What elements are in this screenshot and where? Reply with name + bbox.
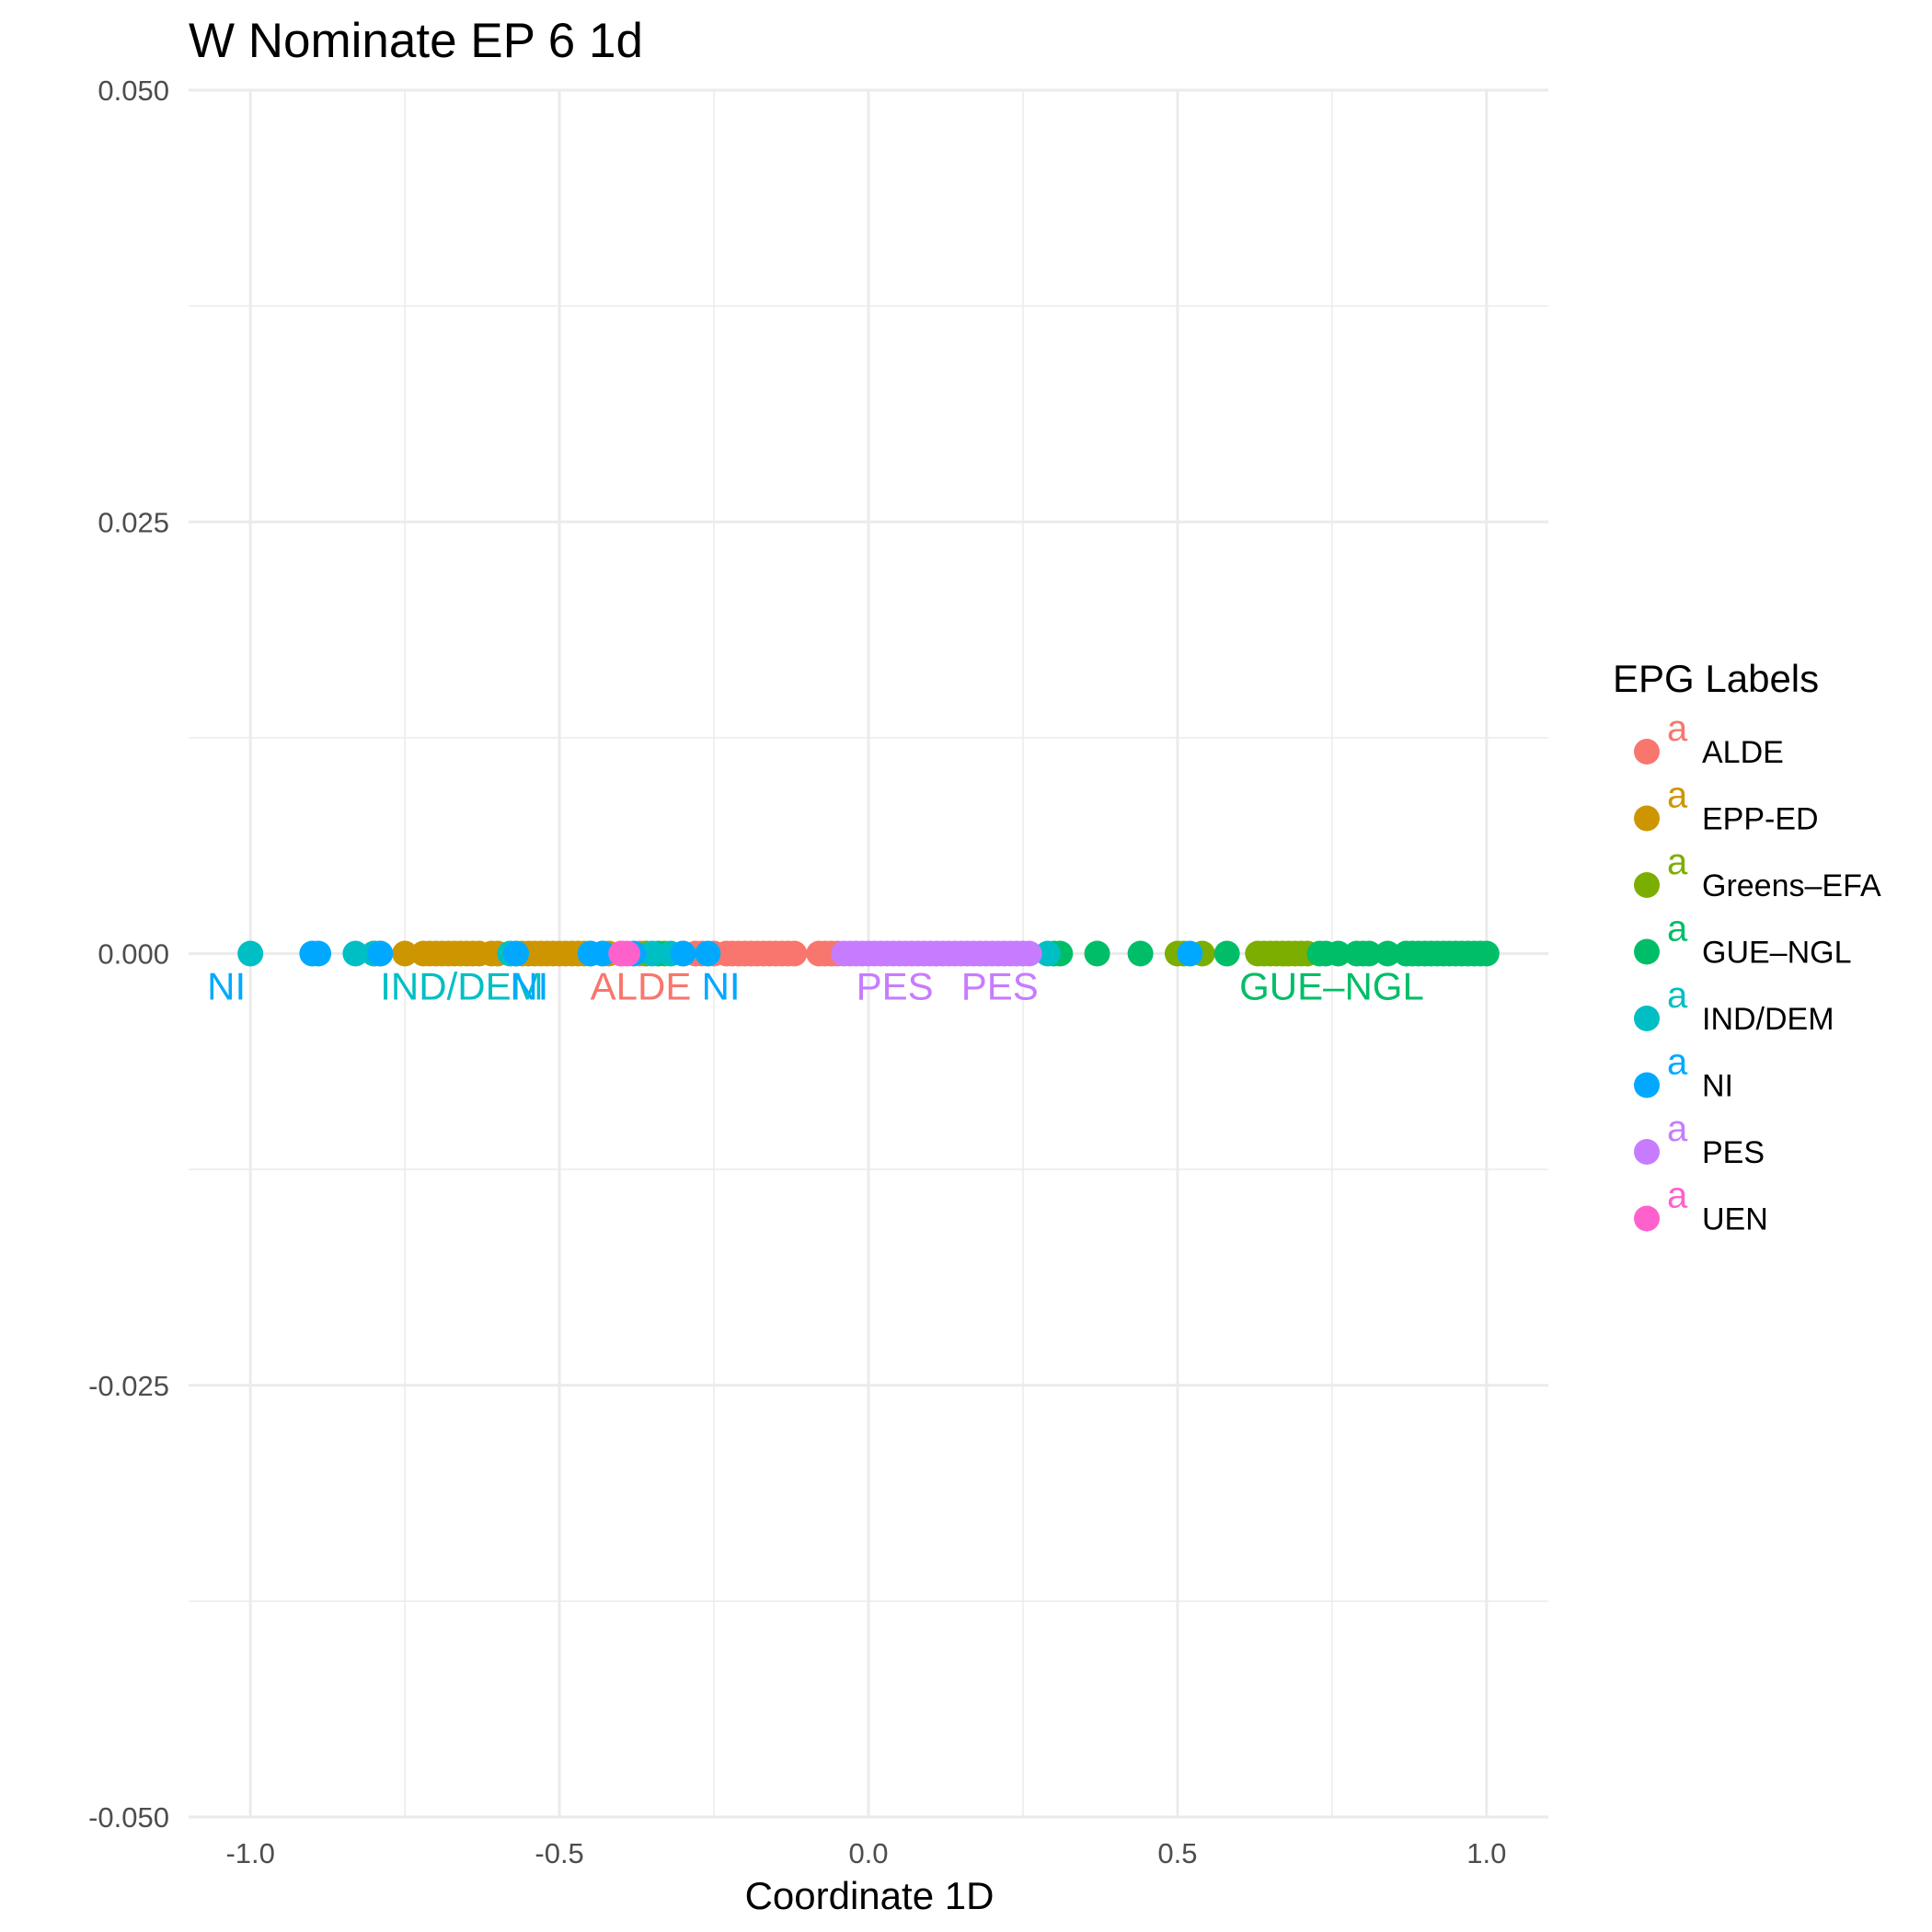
x-axis-ticks: -1.0 -0.5 0.0 0.5 1.0 [225,1837,1506,1869]
data-point [670,940,696,967]
data-point [1325,940,1351,967]
data-point [1473,940,1500,967]
data-point [1177,940,1203,967]
legend-key-glyph: a [1667,1109,1688,1149]
legend-key-point [1634,1205,1660,1232]
legend-label: Greens–EFA [1702,868,1881,903]
data-point [1356,940,1383,967]
point-annotation: PES [857,965,934,1008]
legend-key-glyph: a [1667,1176,1688,1216]
legend-title: EPG Labels [1613,657,1819,700]
legend-label: NI [1702,1069,1733,1104]
legend-label: PES [1702,1135,1765,1170]
x-tick-label: 1.0 [1466,1837,1506,1869]
point-annotation: GUE–NGL [1239,965,1424,1008]
legend-items: a ALDE a EPP-ED a Greens–EFA a GUE–NGL a IND/DEM a… [1634,708,1881,1237]
chart-title: W Nominate EP 6 1d [189,14,643,68]
data-point [237,940,264,967]
data-point [614,940,640,967]
legend-label: GUE–NGL [1702,936,1852,971]
x-tick-label: 0.0 [848,1837,888,1869]
legend-key-point [1634,739,1660,765]
data-point [590,940,616,967]
data-point [503,940,530,967]
legend-key-point [1634,805,1660,832]
point-annotation: NI [510,965,548,1008]
legend-key-glyph: a [1667,909,1688,949]
y-tick-label: 0.000 [98,938,169,971]
data-point [1127,940,1154,967]
x-axis-title: Coordinate 1D [745,1874,995,1917]
data-point [638,940,665,967]
data-points [237,940,1500,967]
y-tick-label: 0.025 [98,506,169,538]
data-point [305,940,332,967]
data-point [781,940,808,967]
legend-label: UEN [1702,1202,1768,1237]
data-point [1374,940,1401,967]
data-point [1016,940,1042,967]
legend-key-glyph: a [1667,975,1688,1016]
legend-key-glyph: a [1667,1042,1688,1083]
legend-key-point [1634,1139,1660,1165]
legend: EPG Labels a ALDE a EPP-ED a Greens–EFA a GUE–N… [1613,657,1881,1237]
data-point [1084,940,1110,967]
data-point [695,940,721,967]
point-annotation: NI [207,965,246,1008]
legend-label: ALDE [1702,735,1784,770]
y-tick-label: -0.050 [88,1801,169,1834]
data-point [392,940,419,967]
legend-key-point [1634,872,1660,898]
legend-key-point [1634,1006,1660,1031]
legend-key-glyph: a [1667,708,1688,749]
legend-label: IND/DEM [1702,1002,1834,1037]
legend-label: EPP-ED [1702,802,1819,837]
point-annotation: NI [702,965,741,1008]
point-annotation: PES [961,965,1039,1008]
legend-key-point [1634,1072,1660,1098]
x-tick-label: -0.5 [535,1837,583,1869]
y-axis-ticks: 0.050 0.025 0.000 -0.025 -0.050 [88,75,169,1834]
data-point [342,940,369,967]
point-annotation: IND/DEM [380,965,543,1008]
legend-key-point [1634,938,1660,965]
y-tick-label: 0.050 [98,75,169,107]
data-point [1213,940,1240,967]
data-point [367,940,394,967]
point-annotation: ALDE [591,965,692,1008]
x-tick-label: 0.5 [1157,1837,1197,1869]
legend-key-glyph: a [1667,842,1688,882]
x-tick-label: -1.0 [225,1837,274,1869]
data-point [1034,940,1061,967]
y-tick-label: -0.025 [88,1370,169,1402]
legend-key-glyph: a [1667,776,1688,816]
